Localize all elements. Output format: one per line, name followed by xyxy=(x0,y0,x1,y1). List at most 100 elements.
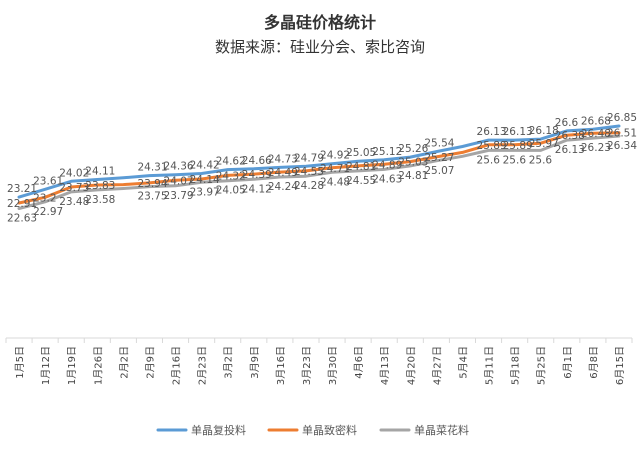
data-label: 26.48 xyxy=(581,128,611,140)
data-label: 24.36 xyxy=(164,161,194,173)
x-tick-label: 4月20日 xyxy=(405,346,417,385)
data-label: 24.71 xyxy=(320,163,350,175)
data-label: 25.05 xyxy=(346,147,376,159)
chart-title: 多晶硅价格统计 xyxy=(264,13,376,32)
data-label: 23.79 xyxy=(164,190,194,202)
x-tick-label: 3月9日 xyxy=(249,346,261,379)
data-label: 23.58 xyxy=(85,194,115,206)
data-label: 26.34 xyxy=(607,140,637,152)
chart-subtitle: 数据来源：硅业分会、索比咨询 xyxy=(215,38,425,56)
data-label: 24.07 xyxy=(164,175,194,187)
x-tick-label: 4月13日 xyxy=(379,346,391,385)
data-label: 26.85 xyxy=(607,112,637,124)
data-label: 23.73 xyxy=(59,182,89,194)
data-label: 25.03 xyxy=(398,157,428,169)
data-label: 24.55 xyxy=(294,166,324,178)
data-label: 26.13 xyxy=(555,144,585,156)
data-label: 26.6 xyxy=(555,117,579,129)
legend-label: 单晶菜花料 xyxy=(414,423,469,437)
x-tick-label: 4月27日 xyxy=(431,346,443,385)
data-label: 26.68 xyxy=(581,115,611,127)
data-label: 25.12 xyxy=(372,146,402,158)
data-label: 24.73 xyxy=(268,153,298,165)
x-tick-label: 6月15日 xyxy=(614,346,626,385)
data-label: 24.24 xyxy=(268,181,298,193)
data-label: 26.13 xyxy=(477,126,507,138)
data-label: 26.38 xyxy=(555,130,585,142)
data-label: 24.49 xyxy=(268,167,298,179)
data-label: 26.51 xyxy=(607,128,637,140)
x-tick-label: 1月26日 xyxy=(92,346,104,385)
data-label: 25.6 xyxy=(477,154,501,166)
x-tick-label: 5月18日 xyxy=(510,346,522,385)
data-label: 23.21 xyxy=(7,183,37,195)
data-label: 22.97 xyxy=(33,206,63,218)
data-label: 26.23 xyxy=(581,142,611,154)
data-label: 23.48 xyxy=(59,196,89,208)
data-label: 23.94 xyxy=(137,178,167,190)
data-label: 22.63 xyxy=(7,212,37,224)
data-label: 25.54 xyxy=(424,138,454,150)
x-tick-label: 4月6日 xyxy=(353,346,365,379)
data-label: 24.02 xyxy=(59,167,89,179)
data-label: 24.14 xyxy=(190,174,220,186)
x-tick-label: 1月19日 xyxy=(66,346,78,385)
data-label: 24.31 xyxy=(137,162,167,174)
x-tick-label: 5月25日 xyxy=(536,346,548,385)
data-label: 23.97 xyxy=(190,186,220,198)
series-line-2 xyxy=(17,131,621,205)
data-label: 24.92 xyxy=(320,150,350,162)
data-label: 23.75 xyxy=(137,191,167,203)
data-label: 24.11 xyxy=(85,166,115,178)
legend-label: 单晶致密料 xyxy=(302,423,357,437)
x-tick-label: 2月16日 xyxy=(171,346,183,385)
series-line-3 xyxy=(17,134,621,210)
data-label: 23.2 xyxy=(33,192,56,204)
data-label: 24.66 xyxy=(242,155,272,167)
data-label: 24.62 xyxy=(216,156,246,168)
data-label: 24.63 xyxy=(372,173,402,185)
data-label: 25.6 xyxy=(503,154,527,166)
x-tick-label: 6月8日 xyxy=(588,346,600,379)
data-label: 25.27 xyxy=(424,152,454,164)
data-label: 25.89 xyxy=(477,140,507,152)
x-tick-label: 2月2日 xyxy=(118,346,130,379)
x-tick-label: 5月4日 xyxy=(457,346,469,379)
x-tick-label: 6月1日 xyxy=(562,346,574,379)
legend-label: 单晶复投料 xyxy=(191,423,246,437)
data-label: 25.97 xyxy=(529,138,559,150)
data-label: 26.18 xyxy=(529,125,559,137)
x-tick-label: 3月23日 xyxy=(301,346,313,385)
data-label: 25.89 xyxy=(503,140,533,152)
x-tick-label: 5月11日 xyxy=(484,346,496,385)
x-tick-label: 3月16日 xyxy=(275,346,287,385)
x-tick-label: 1月12日 xyxy=(40,346,52,385)
x-tick-label: 2月9日 xyxy=(144,346,156,379)
data-label: 24.89 xyxy=(372,159,402,171)
data-label: 25.6 xyxy=(529,154,553,166)
x-tick-label: 1月5日 xyxy=(14,346,26,379)
data-label: 24.55 xyxy=(346,175,376,187)
data-label: 24.39 xyxy=(242,169,272,181)
data-label: 24.12 xyxy=(242,183,272,195)
data-label: 24.81 xyxy=(398,170,428,182)
data-label: 25.26 xyxy=(398,143,428,155)
x-tick-label: 2月23日 xyxy=(197,346,209,385)
legend: 单晶复投料 单晶致密料 单晶菜花料 xyxy=(156,423,469,437)
data-label: 22.91 xyxy=(7,198,37,210)
x-tick-label: 3月30日 xyxy=(327,346,339,385)
data-label: 25.07 xyxy=(424,165,454,177)
series-line-1 xyxy=(17,124,621,199)
data-label: 23.83 xyxy=(85,180,115,192)
data-label: 23.61 xyxy=(33,175,63,187)
data-label: 24.32 xyxy=(216,170,246,182)
data-label: 24.79 xyxy=(294,152,324,164)
data-label: 24.81 xyxy=(346,161,376,173)
x-tick-label: 3月2日 xyxy=(223,346,235,379)
plot-area: 1月5日 1月12日 1月19日 1月26日 2月2日 2月9日 2月16日 2月23日 3月2… xyxy=(5,112,637,385)
data-label: 24.42 xyxy=(190,159,220,171)
data-label: 24.28 xyxy=(294,180,324,192)
data-label: 24.05 xyxy=(216,185,246,197)
data-label: 24.48 xyxy=(320,176,350,188)
